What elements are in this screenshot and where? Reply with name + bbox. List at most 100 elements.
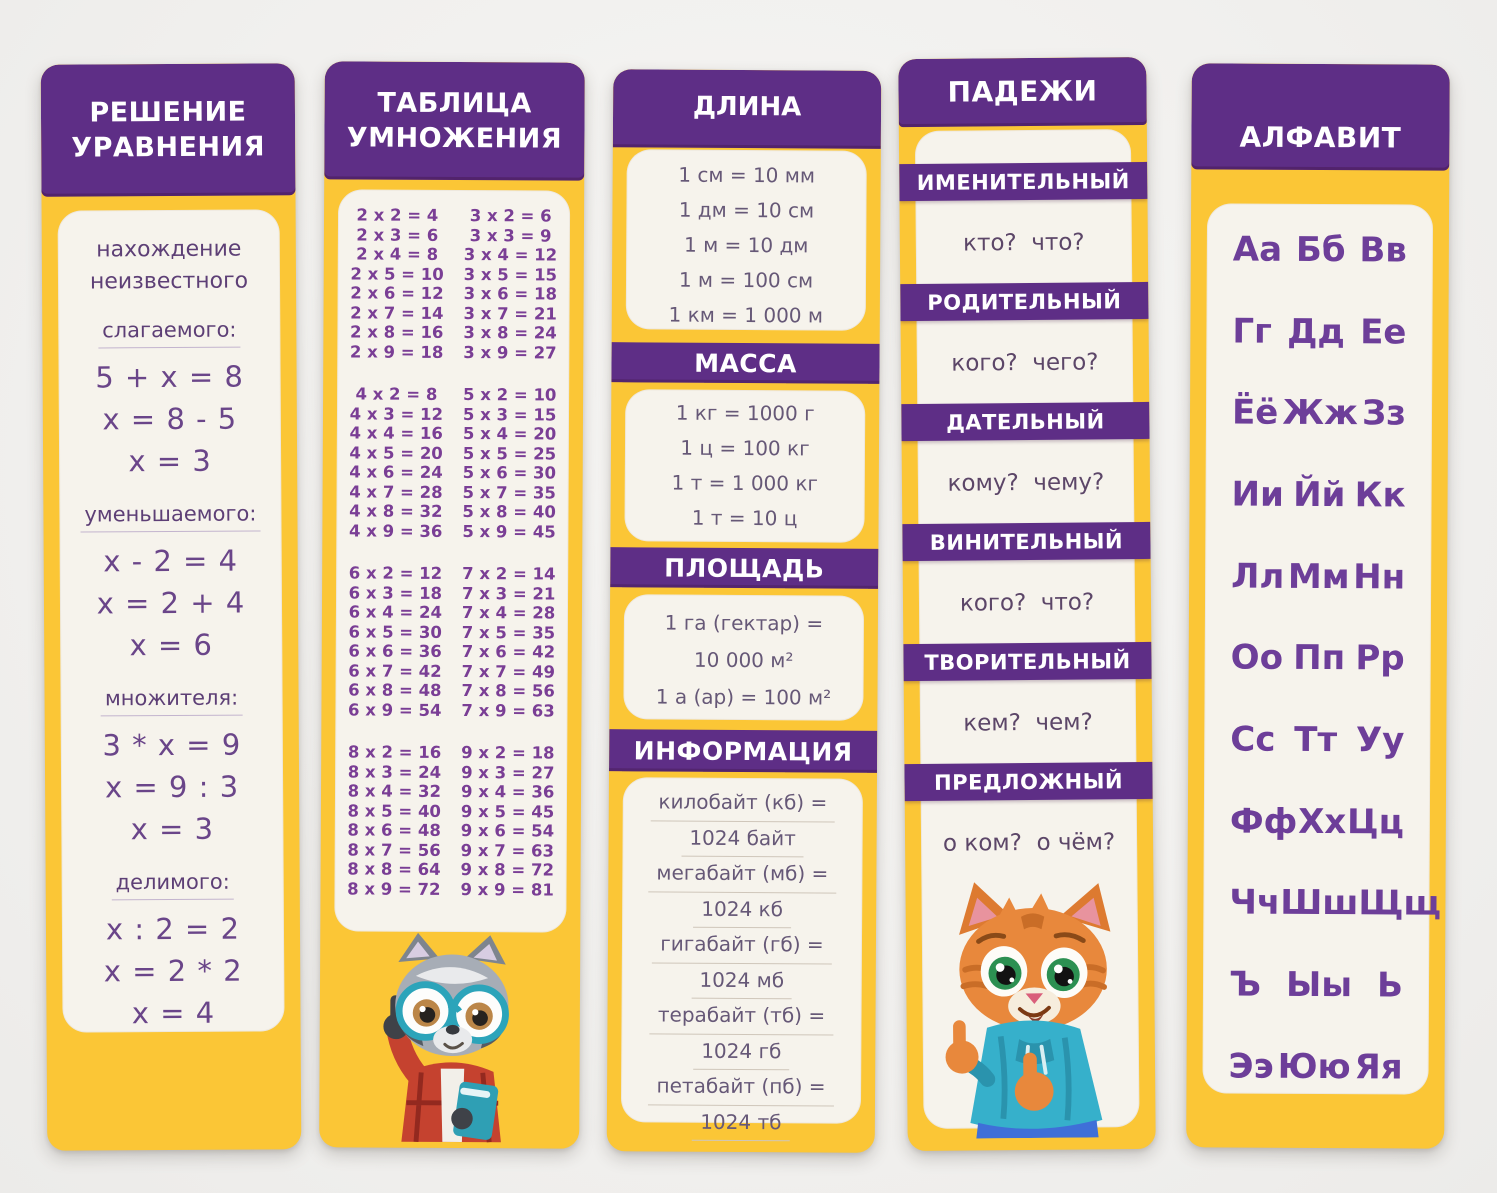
mult-fact: 8 x 5 = 40 <box>347 800 441 821</box>
mult-fact: 5 x 2 = 10 <box>463 385 557 405</box>
mult-fact: 2 x 2 = 4 <box>356 205 439 225</box>
mult-fact: 7 x 9 = 63 <box>461 700 555 721</box>
equation-section-label: уменьшаемого: <box>80 501 261 533</box>
mult-fact: 8 x 6 = 48 <box>347 820 441 840</box>
case-item: ПРЕДЛОЖНЫЙ о ком? о чём? <box>904 761 1153 884</box>
unit-conversion-line: 10 000 м² <box>693 647 794 673</box>
case-questions: о ком? о чём? <box>942 829 1116 857</box>
equation-section-label: множителя: <box>100 685 243 717</box>
unit-conversion-line: 1 м = 100 см <box>678 267 814 293</box>
mult-row: 2 x 4 = 8 3 x 4 = 12 <box>338 244 570 265</box>
mult-row: 6 x 4 = 24 7 x 4 = 28 <box>336 602 568 623</box>
bookmark-alphabet: АЛФАВИТ Аа Бб Вв Гг Дд Ее Ёё Жж Зз <box>1186 63 1450 1149</box>
mult-fact: 5 x 6 = 30 <box>462 463 557 483</box>
unit-conversion-line: 1 ц = 100 кг <box>680 435 810 461</box>
equation-section: слагаемого: 5 + х = 8 х = 8 - 5 х = 3 <box>58 297 281 482</box>
equation-section-lines: 5 + х = 8 х = 8 - 5 х = 3 <box>58 355 281 482</box>
mult-row: 8 x 9 = 72 9 x 9 = 81 <box>334 879 566 900</box>
alphabet-letter-pair: Ь <box>1376 965 1404 1006</box>
mult-row: 6 x 9 = 54 7 x 9 = 63 <box>335 700 567 721</box>
mult-fact: 3 x 9 = 27 <box>463 342 557 363</box>
mult-fact: 2 x 3 = 6 <box>356 224 439 245</box>
alphabet-letter-pair: Ъ <box>1228 964 1262 1005</box>
mult-row: 6 x 3 = 18 7 x 3 = 21 <box>336 583 568 604</box>
mult-fact: 9 x 4 = 36 <box>460 782 555 802</box>
alphabet-row: Фф Хх Цц <box>1230 780 1404 863</box>
unit-conversion-line: мегабайт (мб) = <box>648 856 837 894</box>
raccoon-character-image <box>347 924 553 1148</box>
mult-group-6-7: 6 x 2 = 12 7 x 2 = 14 6 x 3 = 18 7 x 3 = 21… <box>335 563 568 720</box>
mult-fact: 7 x 8 = 56 <box>461 681 555 701</box>
mult-row: 4 x 9 = 36 5 x 9 = 45 <box>336 521 568 542</box>
bookmark-alphabet-title: АЛФАВИТ <box>1191 63 1450 171</box>
mult-fact: 6 x 3 = 18 <box>348 582 443 603</box>
mult-fact: 7 x 6 = 42 <box>461 642 556 662</box>
mult-fact: 6 x 4 = 24 <box>348 602 443 622</box>
bookmark-equations-card: нахождение неизвестного слагаемого: 5 + … <box>57 209 285 1035</box>
case-name-band: ТВОРИТЕЛЬНЫЙ <box>903 641 1152 682</box>
unit-conversion-line: 1 а (ар) = 100 м² <box>655 684 832 710</box>
mult-fact: 5 x 9 = 45 <box>462 521 556 542</box>
alphabet-letter-pair: Аа <box>1232 229 1283 270</box>
mult-fact: 2 x 5 = 10 <box>350 263 444 284</box>
alphabet-row: Лл Мм Нн <box>1231 535 1405 618</box>
mult-fact: 3 x 5 = 15 <box>463 264 558 285</box>
mult-row: 6 x 8 = 48 7 x 8 = 56 <box>336 680 568 701</box>
alphabet-card: Аа Бб Вв Гг Дд Ее Ёё Жж Зз Ии <box>1202 203 1441 1095</box>
mult-row: 8 x 6 = 48 9 x 6 = 54 <box>335 820 567 841</box>
equation-line: х = 2 + 4 <box>96 585 246 621</box>
mult-fact: 5 x 7 = 35 <box>462 482 556 503</box>
equation-section-lines: х : 2 = 2 х = 2 * 2 х = 4 <box>62 908 285 1035</box>
alphabet-letter-pair: Йй <box>1293 474 1346 516</box>
cat-character-image <box>917 875 1144 1143</box>
alphabet-letter-pair: Ее <box>1360 311 1407 352</box>
mult-fact: 3 x 4 = 12 <box>463 245 558 265</box>
units-section-title-area: ПЛОЩАДЬ <box>610 547 879 589</box>
mult-fact: 6 x 5 = 30 <box>348 621 442 642</box>
alphabet-letter-pair: Жж <box>1282 393 1359 434</box>
unit-conversion-line: 1024 гб <box>693 1034 790 1071</box>
alphabet-letter-pair: Пп <box>1293 638 1346 679</box>
unit-conversion-line: 1 см = 10 мм <box>678 162 816 188</box>
mult-fact: 4 x 4 = 16 <box>349 423 443 443</box>
equation-section-label: слагаемого: <box>98 317 241 349</box>
alphabet-letter-pair: Кк <box>1354 475 1406 516</box>
alphabet-letter-pair: Уу <box>1355 720 1405 761</box>
unit-conversion-line: 1 дм = 10 см <box>678 197 815 223</box>
mult-fact: 6 x 2 = 12 <box>348 563 443 583</box>
alphabet-letter-pair: Фф <box>1229 801 1298 842</box>
mult-row: 4 x 8 = 32 5 x 8 = 40 <box>336 501 568 522</box>
mult-fact: 8 x 4 = 32 <box>347 781 442 801</box>
alphabet-letter-pair: Бб <box>1295 229 1346 270</box>
mult-fact: 2 x 9 = 18 <box>349 341 444 362</box>
mult-fact: 4 x 8 = 32 <box>349 501 443 521</box>
case-questions: кого? что? <box>959 589 1095 617</box>
alphabet-letter-pair: Ээ <box>1228 1046 1274 1087</box>
equation-section: делимого: х : 2 = 2 х = 2 * 2 х = 4 <box>61 850 284 1035</box>
mult-row: 8 x 5 = 40 9 x 5 = 45 <box>335 801 567 822</box>
unit-conversion-line: 1024 байт <box>681 821 804 858</box>
alphabet-letter-pair: Ии <box>1231 474 1284 515</box>
alphabet-letter-pair: Зз <box>1361 393 1407 434</box>
mult-fact: 4 x 7 = 28 <box>349 481 443 502</box>
mult-row: 4 x 5 = 20 5 x 5 = 25 <box>337 443 569 464</box>
alphabet-row: Оо Пп Рр <box>1231 617 1405 700</box>
case-item: ИМЕНИТЕЛЬНЫЙ кто? что? <box>899 161 1148 284</box>
alphabet-letter-pair: Юю <box>1277 1046 1351 1087</box>
unit-conversion-line: килобайт (кб) = <box>650 785 836 823</box>
alphabet-letter-pair: Нн <box>1353 556 1406 598</box>
unit-conversion-line: 1024 тб <box>692 1105 790 1142</box>
units-mass-card: 1 кг = 1000 г 1 ц = 100 кг 1 т = 1 000 кг 1… <box>624 389 866 543</box>
case-questions: кто? что? <box>963 229 1085 257</box>
mult-row: 8 x 3 = 24 9 x 3 = 27 <box>335 762 567 783</box>
mult-fact: 4 x 6 = 24 <box>349 462 443 482</box>
mult-row: 4 x 4 = 16 5 x 4 = 20 <box>337 423 569 444</box>
equation-line: х = 3 <box>130 811 215 847</box>
mult-fact: 5 x 3 = 15 <box>462 404 557 425</box>
mult-row: 8 x 4 = 32 9 x 4 = 36 <box>335 781 567 802</box>
bookmark-multiplication-title: ТАБЛИЦА УМНОЖЕНИЯ <box>324 61 585 181</box>
mult-fact: 9 x 6 = 54 <box>460 821 555 841</box>
case-name-band: РОДИТЕЛЬНЫЙ <box>900 281 1149 322</box>
bookmark-equations-title: РЕШЕНИЕ УРАВНЕНИЯ <box>40 63 296 197</box>
